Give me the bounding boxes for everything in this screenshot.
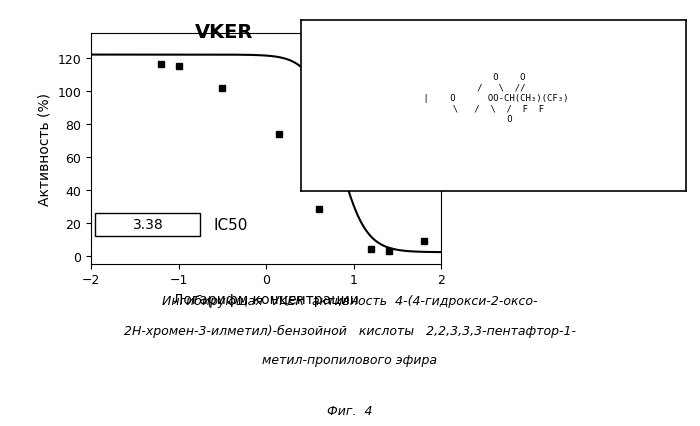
Text: Фиг.  4: Фиг. 4: [328, 405, 372, 417]
Text: VKER: VKER: [195, 23, 253, 42]
Text: Ингибирующая  VKER  активность  4-(4-гидрокси-2-оксо-: Ингибирующая VKER активность 4-(4-гидрок…: [162, 294, 538, 307]
Text: 3.38: 3.38: [132, 218, 163, 232]
Text: метил-пропилового эфира: метил-пропилового эфира: [262, 354, 438, 366]
Text: 2H-хромен-3-илметил)-бензойной   кислоты   2,2,3,3,3-пентафтор-1-: 2H-хромен-3-илметил)-бензойной кислоты 2…: [124, 324, 576, 337]
FancyBboxPatch shape: [95, 213, 200, 236]
X-axis label: Логарифм концентрации: Логарифм концентрации: [173, 292, 359, 306]
Y-axis label: Активность (%): Активность (%): [38, 93, 52, 205]
Text: O    O
   /   \  //
 |    O      OO-CH(CH₃)(CF₃)
  \   /  \  /  F  F
      O: O O / \ // | O OO-CH(CH₃)(CF₃) \ / \ / F…: [419, 73, 568, 123]
Text: IC50: IC50: [214, 217, 248, 232]
